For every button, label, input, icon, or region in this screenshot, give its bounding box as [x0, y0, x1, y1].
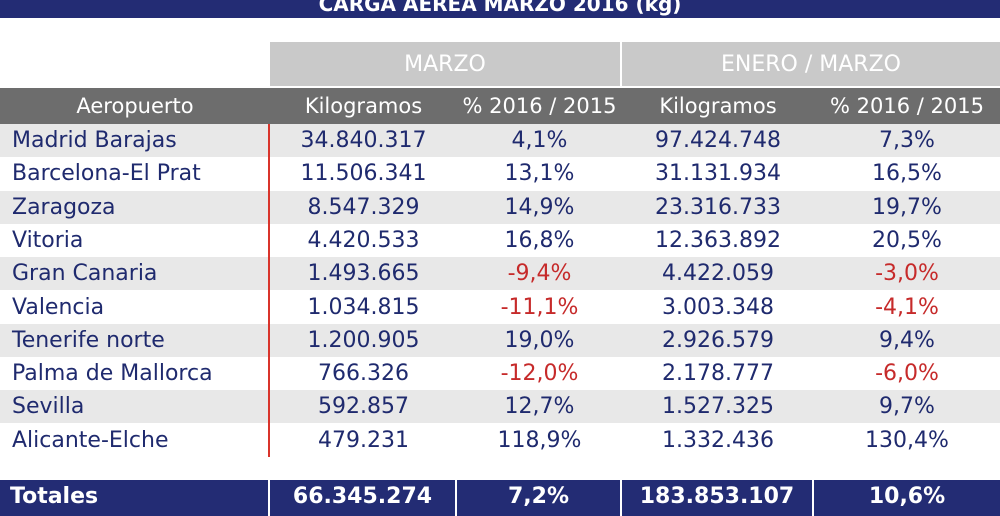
- cell: 2.926.579: [622, 323, 814, 357]
- column-header: % 2016 / 2015: [814, 88, 1000, 124]
- row-label: Sevilla: [0, 390, 270, 424]
- row-label: Madrid Barajas: [0, 124, 270, 157]
- group-header: MARZO: [270, 42, 620, 86]
- cell: 16,5%: [814, 157, 1000, 191]
- cell: 13,1%: [457, 157, 622, 191]
- cell: 479.231: [270, 423, 457, 457]
- cell: 31.131.934: [622, 157, 814, 191]
- column-header: Aeropuerto: [0, 88, 270, 124]
- separator-line: [268, 124, 270, 457]
- cell: 97.424.748: [622, 124, 814, 157]
- total-cell: 10,6%: [814, 480, 1000, 516]
- cell: 592.857: [270, 390, 457, 424]
- cell: 4.420.533: [270, 223, 457, 257]
- row-label: Palma de Mallorca: [0, 357, 270, 391]
- column-header: Kilogramos: [622, 88, 814, 124]
- cell: -4,1%: [814, 290, 1000, 324]
- cell: 23.316.733: [622, 190, 814, 224]
- cell: 12,7%: [457, 390, 622, 424]
- total-cell: 183.853.107: [622, 480, 812, 516]
- cell: -11,1%: [457, 290, 622, 324]
- title-bar: CARGA AEREA MARZO 2016 (kg): [0, 0, 1000, 18]
- column-header: % 2016 / 2015: [457, 88, 622, 124]
- row-label: Tenerife norte: [0, 323, 270, 357]
- cell: 1.332.436: [622, 423, 814, 457]
- cell: 1.527.325: [622, 390, 814, 424]
- cell: 4,1%: [457, 124, 622, 157]
- cell: -3,0%: [814, 257, 1000, 291]
- cell: 14,9%: [457, 190, 622, 224]
- cell: 16,8%: [457, 223, 622, 257]
- cell: 20,5%: [814, 223, 1000, 257]
- cell: 130,4%: [814, 423, 1000, 457]
- cell: 11.506.341: [270, 157, 457, 191]
- row-label: Valencia: [0, 290, 270, 324]
- cell: 19,7%: [814, 190, 1000, 224]
- cell: 12.363.892: [622, 223, 814, 257]
- column-header: Kilogramos: [270, 88, 457, 124]
- cell: -9,4%: [457, 257, 622, 291]
- total-cell: Totales: [0, 480, 268, 516]
- total-cell: 7,2%: [457, 480, 620, 516]
- total-cell: 66.345.274: [270, 480, 455, 516]
- row-label: Vitoria: [0, 223, 270, 257]
- cell: 19,0%: [457, 323, 622, 357]
- cell: 8.547.329: [270, 190, 457, 224]
- cell: 2.178.777: [622, 357, 814, 391]
- row-label: Alicante-Elche: [0, 423, 270, 457]
- row-label: Barcelona-El Prat: [0, 157, 270, 191]
- cell: 3.003.348: [622, 290, 814, 324]
- cell: 9,4%: [814, 323, 1000, 357]
- cell: 1.200.905: [270, 323, 457, 357]
- cell: 4.422.059: [622, 257, 814, 291]
- group-header: ENERO / MARZO: [622, 42, 1000, 86]
- cell: 1.493.665: [270, 257, 457, 291]
- cell: 9,7%: [814, 390, 1000, 424]
- cell: 766.326: [270, 357, 457, 391]
- cell: 34.840.317: [270, 124, 457, 157]
- cell: 1.034.815: [270, 290, 457, 324]
- cell: -12,0%: [457, 357, 622, 391]
- cell: -6,0%: [814, 357, 1000, 391]
- cell: 118,9%: [457, 423, 622, 457]
- cell: 7,3%: [814, 124, 1000, 157]
- row-label: Gran Canaria: [0, 257, 270, 291]
- row-label: Zaragoza: [0, 190, 270, 224]
